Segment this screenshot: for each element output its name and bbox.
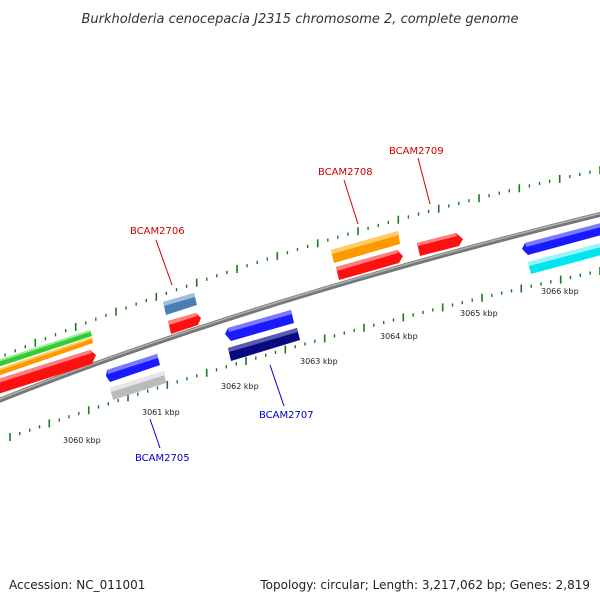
tick-label: 3064 kbp xyxy=(380,332,418,341)
gene-bcam2707[interactable] xyxy=(225,310,294,341)
gene-feature-red-mid[interactable] xyxy=(336,250,403,280)
gene-feature-cyan-right[interactable] xyxy=(528,242,600,274)
gene-label-bcam2705[interactable]: BCAM2705 xyxy=(135,453,190,464)
gene-feature-blue-right[interactable] xyxy=(522,222,600,255)
gene-feature-navy[interactable] xyxy=(228,328,300,361)
gene-features xyxy=(0,222,600,400)
gene-label-bcam2708[interactable]: BCAM2708 xyxy=(318,167,373,178)
gene-label-bcam2706[interactable]: BCAM2706 xyxy=(130,226,185,237)
gene-feature-red[interactable] xyxy=(0,350,96,395)
inner-tick-track xyxy=(9,267,600,441)
tick-label: 3062 kbp xyxy=(221,382,259,391)
tick-label: 3061 kbp xyxy=(142,408,180,417)
chromosome-backbone xyxy=(0,211,600,403)
map-title: Burkholderia cenocepacia J2315 chromosom… xyxy=(81,12,518,27)
tick-label: 3063 kbp xyxy=(300,357,338,366)
gene-bcam2705[interactable] xyxy=(106,354,160,382)
gene-feature-red-small[interactable] xyxy=(168,313,201,334)
scale-labels: 3060 kbp 3061 kbp 3062 kbp 3063 kbp 3064… xyxy=(63,287,579,445)
genome-summary-text: Topology: circular; Length: 3,217,062 bp… xyxy=(260,578,590,592)
label-leaders xyxy=(149,157,431,449)
gene-bcam2708[interactable] xyxy=(331,231,400,263)
gene-label-bcam2709[interactable]: BCAM2709 xyxy=(389,146,444,157)
gene-feature-green[interactable] xyxy=(0,330,92,368)
tick-label: 3065 kbp xyxy=(460,309,498,318)
accession-text: Accession: NC_011001 xyxy=(9,578,146,592)
gene-feature-silver[interactable] xyxy=(110,371,166,400)
gene-label-bcam2707[interactable]: BCAM2707 xyxy=(259,410,314,421)
outer-tick-track xyxy=(4,166,600,357)
gene-bcam2709[interactable] xyxy=(417,233,463,256)
gene-feature-orange[interactable] xyxy=(0,337,93,377)
gene-bcam2706[interactable] xyxy=(163,293,197,315)
tick-label: 3060 kbp xyxy=(63,436,101,445)
gene-labels: BCAM2705 BCAM2706 BCAM2707 BCAM2708 BCAM… xyxy=(130,146,444,464)
tick-label: 3066 kbp xyxy=(541,287,579,296)
